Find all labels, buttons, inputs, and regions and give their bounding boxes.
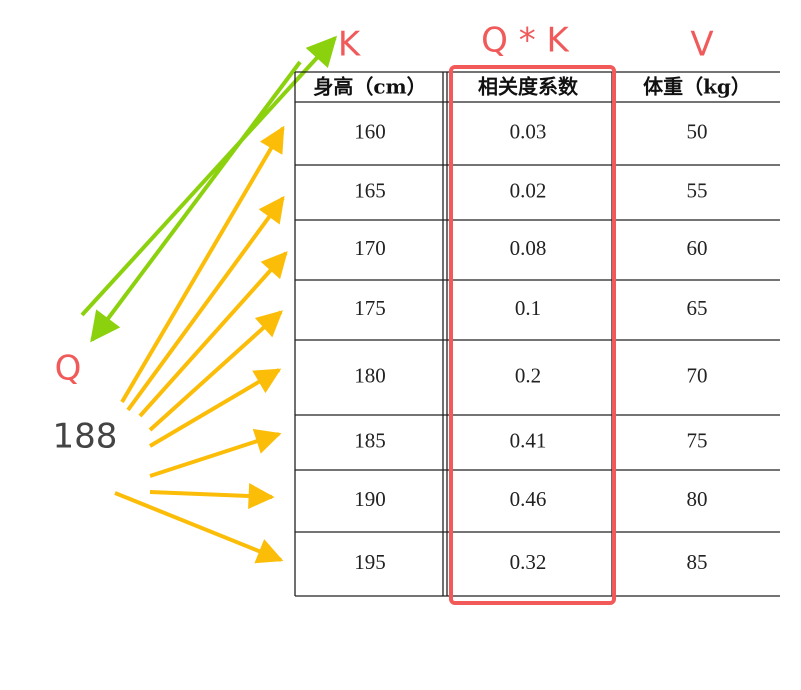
cell: 0.08 xyxy=(510,236,547,260)
cell: 170 xyxy=(354,236,386,260)
cell: 185 xyxy=(354,428,386,452)
cell: 175 xyxy=(354,296,386,320)
yellow-arrow xyxy=(114,491,284,564)
cell: 70 xyxy=(687,363,708,387)
yellow-arrow xyxy=(148,368,282,448)
cell: 0.2 xyxy=(515,363,541,387)
query-value: 188 xyxy=(53,417,118,457)
qk-label: Q * K xyxy=(481,21,570,61)
yellow-arrow xyxy=(149,483,275,510)
header-cell: 体重（kg） xyxy=(643,75,751,99)
cell: 75 xyxy=(687,428,708,452)
table: 身高（cm） 相关度系数 体重（kg） 160 0.03 50 165 0.02 55 170 0.… xyxy=(294,71,780,597)
cell: 0.46 xyxy=(510,487,547,511)
green-arrow xyxy=(80,35,338,317)
cell: 80 xyxy=(687,487,708,511)
cell: 180 xyxy=(354,363,386,387)
q-label: Q xyxy=(55,349,82,389)
cell: 85 xyxy=(687,550,708,574)
cell: 190 xyxy=(354,487,386,511)
yellow-arrow xyxy=(149,428,282,478)
cell: 0.02 xyxy=(510,178,547,202)
cell: 50 xyxy=(687,119,708,143)
cell: 0.03 xyxy=(510,119,547,143)
k-label: K xyxy=(338,25,362,65)
header-cell: 相关度系数 xyxy=(478,75,579,99)
header-cell: 身高（cm） xyxy=(313,75,426,99)
cell: 0.41 xyxy=(510,428,547,452)
arrows xyxy=(114,125,288,564)
highlight-box xyxy=(449,65,616,605)
cell: 0.1 xyxy=(515,296,541,320)
cell: 195 xyxy=(354,550,386,574)
yellow-arrow xyxy=(138,251,288,418)
v-label: V xyxy=(690,25,713,65)
yellow-arrow xyxy=(126,195,285,412)
cell: 60 xyxy=(687,236,708,260)
cell: 160 xyxy=(354,119,386,143)
cell: 65 xyxy=(687,296,708,320)
cell: 165 xyxy=(354,178,386,202)
yellow-arrow xyxy=(148,310,283,432)
cell: 55 xyxy=(687,178,708,202)
cell: 0.32 xyxy=(510,550,547,574)
green-arrow xyxy=(90,60,302,343)
yellow-arrow xyxy=(120,125,285,404)
